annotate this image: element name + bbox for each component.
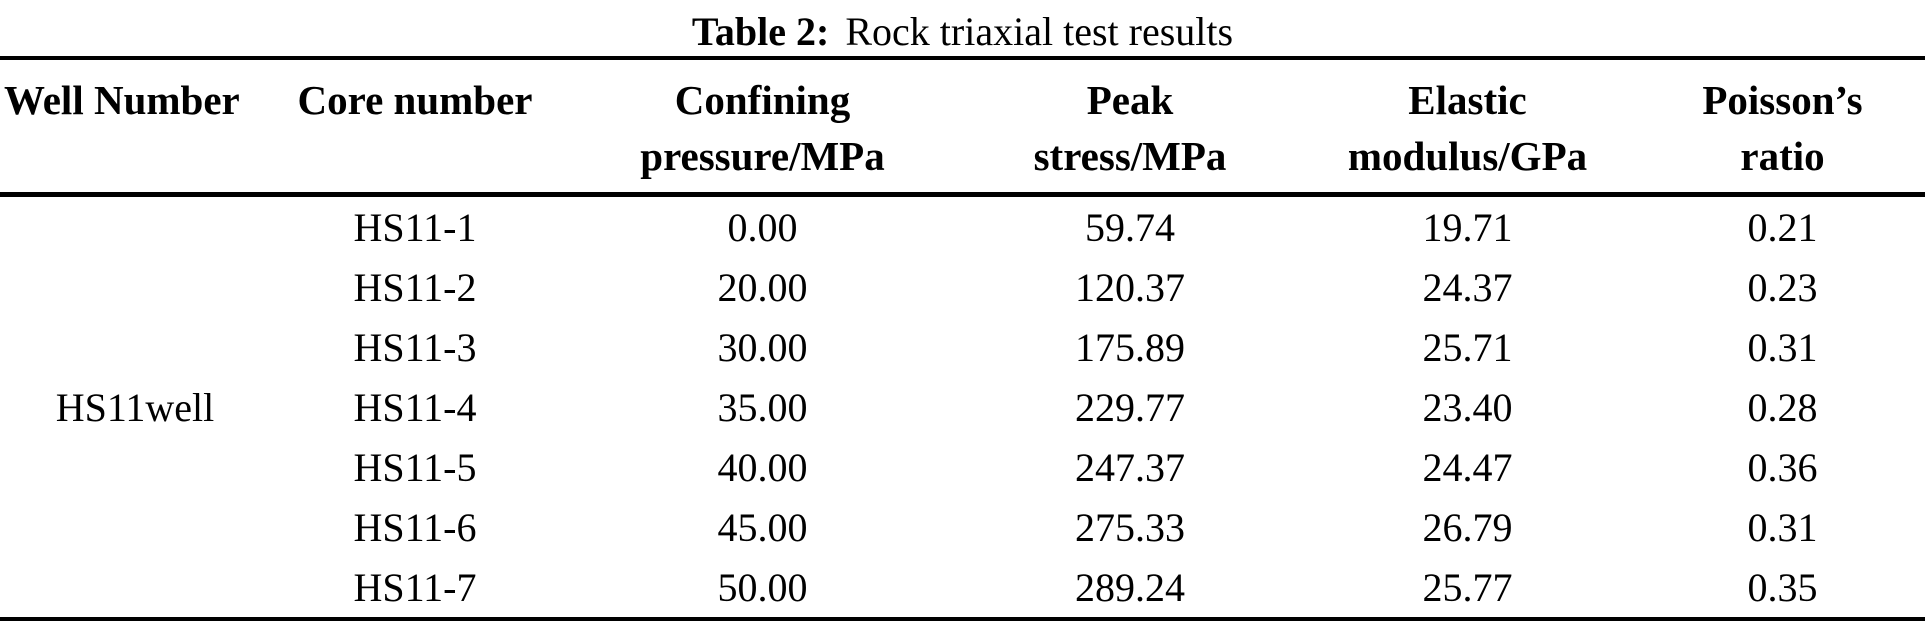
table-header-row: Well Number Core number Confining pressu…	[0, 58, 1925, 197]
elastic-modulus-cell: 23.40	[1422, 384, 1513, 430]
header-line2: pressure/MPa	[640, 133, 885, 179]
header-well-number: Well Number	[0, 58, 270, 197]
elastic-modulus-cell: 24.37	[1422, 264, 1513, 310]
core-number-cell: HS11-4	[353, 384, 477, 430]
header-poissons-ratio: Poisson’s ratio	[1640, 58, 1925, 197]
confining-pressure-cell: 45.00	[717, 504, 808, 550]
confining-pressure-cell: 20.00	[717, 264, 808, 310]
peak-stress-cell: 229.77	[1075, 384, 1185, 430]
rock-triaxial-results-table: Well Number Core number Confining pressu…	[0, 56, 1925, 621]
elastic-modulus-cell: 25.71	[1422, 324, 1513, 370]
peak-stress-cell: 175.89	[1075, 324, 1185, 370]
table-row: HS11-7 50.00 289.24 25.77 0.35	[0, 557, 1925, 619]
header-peak-stress: Peak stress/MPa	[965, 58, 1295, 197]
table-caption: Table 2: Rock triaxial test results	[0, 0, 1925, 56]
core-number-cell: HS11-7	[353, 564, 477, 610]
header-line1: Elastic	[1408, 77, 1527, 123]
table-caption-text: Rock triaxial test results	[845, 9, 1234, 54]
poissons-ratio-cell: 0.31	[1747, 504, 1818, 550]
header-line1: Well Number	[4, 77, 240, 123]
table-row: HS11-2 20.00 120.37 24.37 0.23	[0, 257, 1925, 317]
table-row: HS11-3 30.00 175.89 25.71 0.31	[0, 317, 1925, 377]
peak-stress-cell: 247.37	[1075, 444, 1185, 490]
header-line1: Poisson’s	[1702, 77, 1863, 123]
poissons-ratio-cell: 0.36	[1747, 444, 1818, 490]
poissons-ratio-cell: 0.31	[1747, 324, 1818, 370]
header-line2: ratio	[1740, 133, 1825, 179]
table-row: HS11-5 40.00 247.37 24.47 0.36	[0, 437, 1925, 497]
confining-pressure-cell: 35.00	[717, 384, 808, 430]
core-number-cell: HS11-2	[353, 264, 477, 310]
elastic-modulus-cell: 26.79	[1422, 504, 1513, 550]
table-row: HS11-6 45.00 275.33 26.79 0.31	[0, 497, 1925, 557]
peak-stress-cell: 59.74	[1085, 204, 1175, 250]
peak-stress-cell: 289.24	[1075, 564, 1185, 610]
core-number-cell: HS11-3	[353, 324, 477, 370]
well-number-cell: HS11well	[55, 384, 215, 430]
elastic-modulus-cell: 19.71	[1422, 204, 1513, 250]
header-line1: Peak	[1086, 77, 1174, 123]
core-number-cell: HS11-1	[353, 204, 477, 250]
header-line2: modulus/GPa	[1347, 133, 1588, 179]
header-confining-pressure: Confining pressure/MPa	[560, 58, 965, 197]
table-caption-label: Table 2:	[691, 9, 830, 54]
poissons-ratio-cell: 0.35	[1747, 564, 1818, 610]
header-line2: stress/MPa	[1033, 133, 1227, 179]
confining-pressure-cell: 30.00	[717, 324, 808, 370]
poissons-ratio-cell: 0.28	[1747, 384, 1818, 430]
header-core-number: Core number	[270, 58, 560, 197]
confining-pressure-cell: 0.00	[727, 204, 798, 250]
poissons-ratio-cell: 0.21	[1747, 204, 1818, 250]
elastic-modulus-cell: 24.47	[1422, 444, 1513, 490]
confining-pressure-cell: 40.00	[717, 444, 808, 490]
core-number-cell: HS11-6	[353, 504, 477, 550]
table-row: HS11well HS11-1 0.00 59.74 19.71 0.21	[0, 195, 1925, 430]
core-number-cell: HS11-5	[353, 444, 477, 490]
header-elastic-modulus: Elastic modulus/GPa	[1295, 58, 1640, 197]
header-line1: Confining	[674, 77, 851, 123]
table-row: HS11-4 35.00 229.77 23.40 0.28	[0, 377, 1925, 437]
peak-stress-cell: 275.33	[1075, 504, 1185, 550]
elastic-modulus-cell: 25.77	[1422, 564, 1513, 610]
peak-stress-cell: 120.37	[1075, 264, 1185, 310]
confining-pressure-cell: 50.00	[717, 564, 808, 610]
poissons-ratio-cell: 0.23	[1747, 264, 1818, 310]
header-line1: Core number	[297, 77, 533, 123]
